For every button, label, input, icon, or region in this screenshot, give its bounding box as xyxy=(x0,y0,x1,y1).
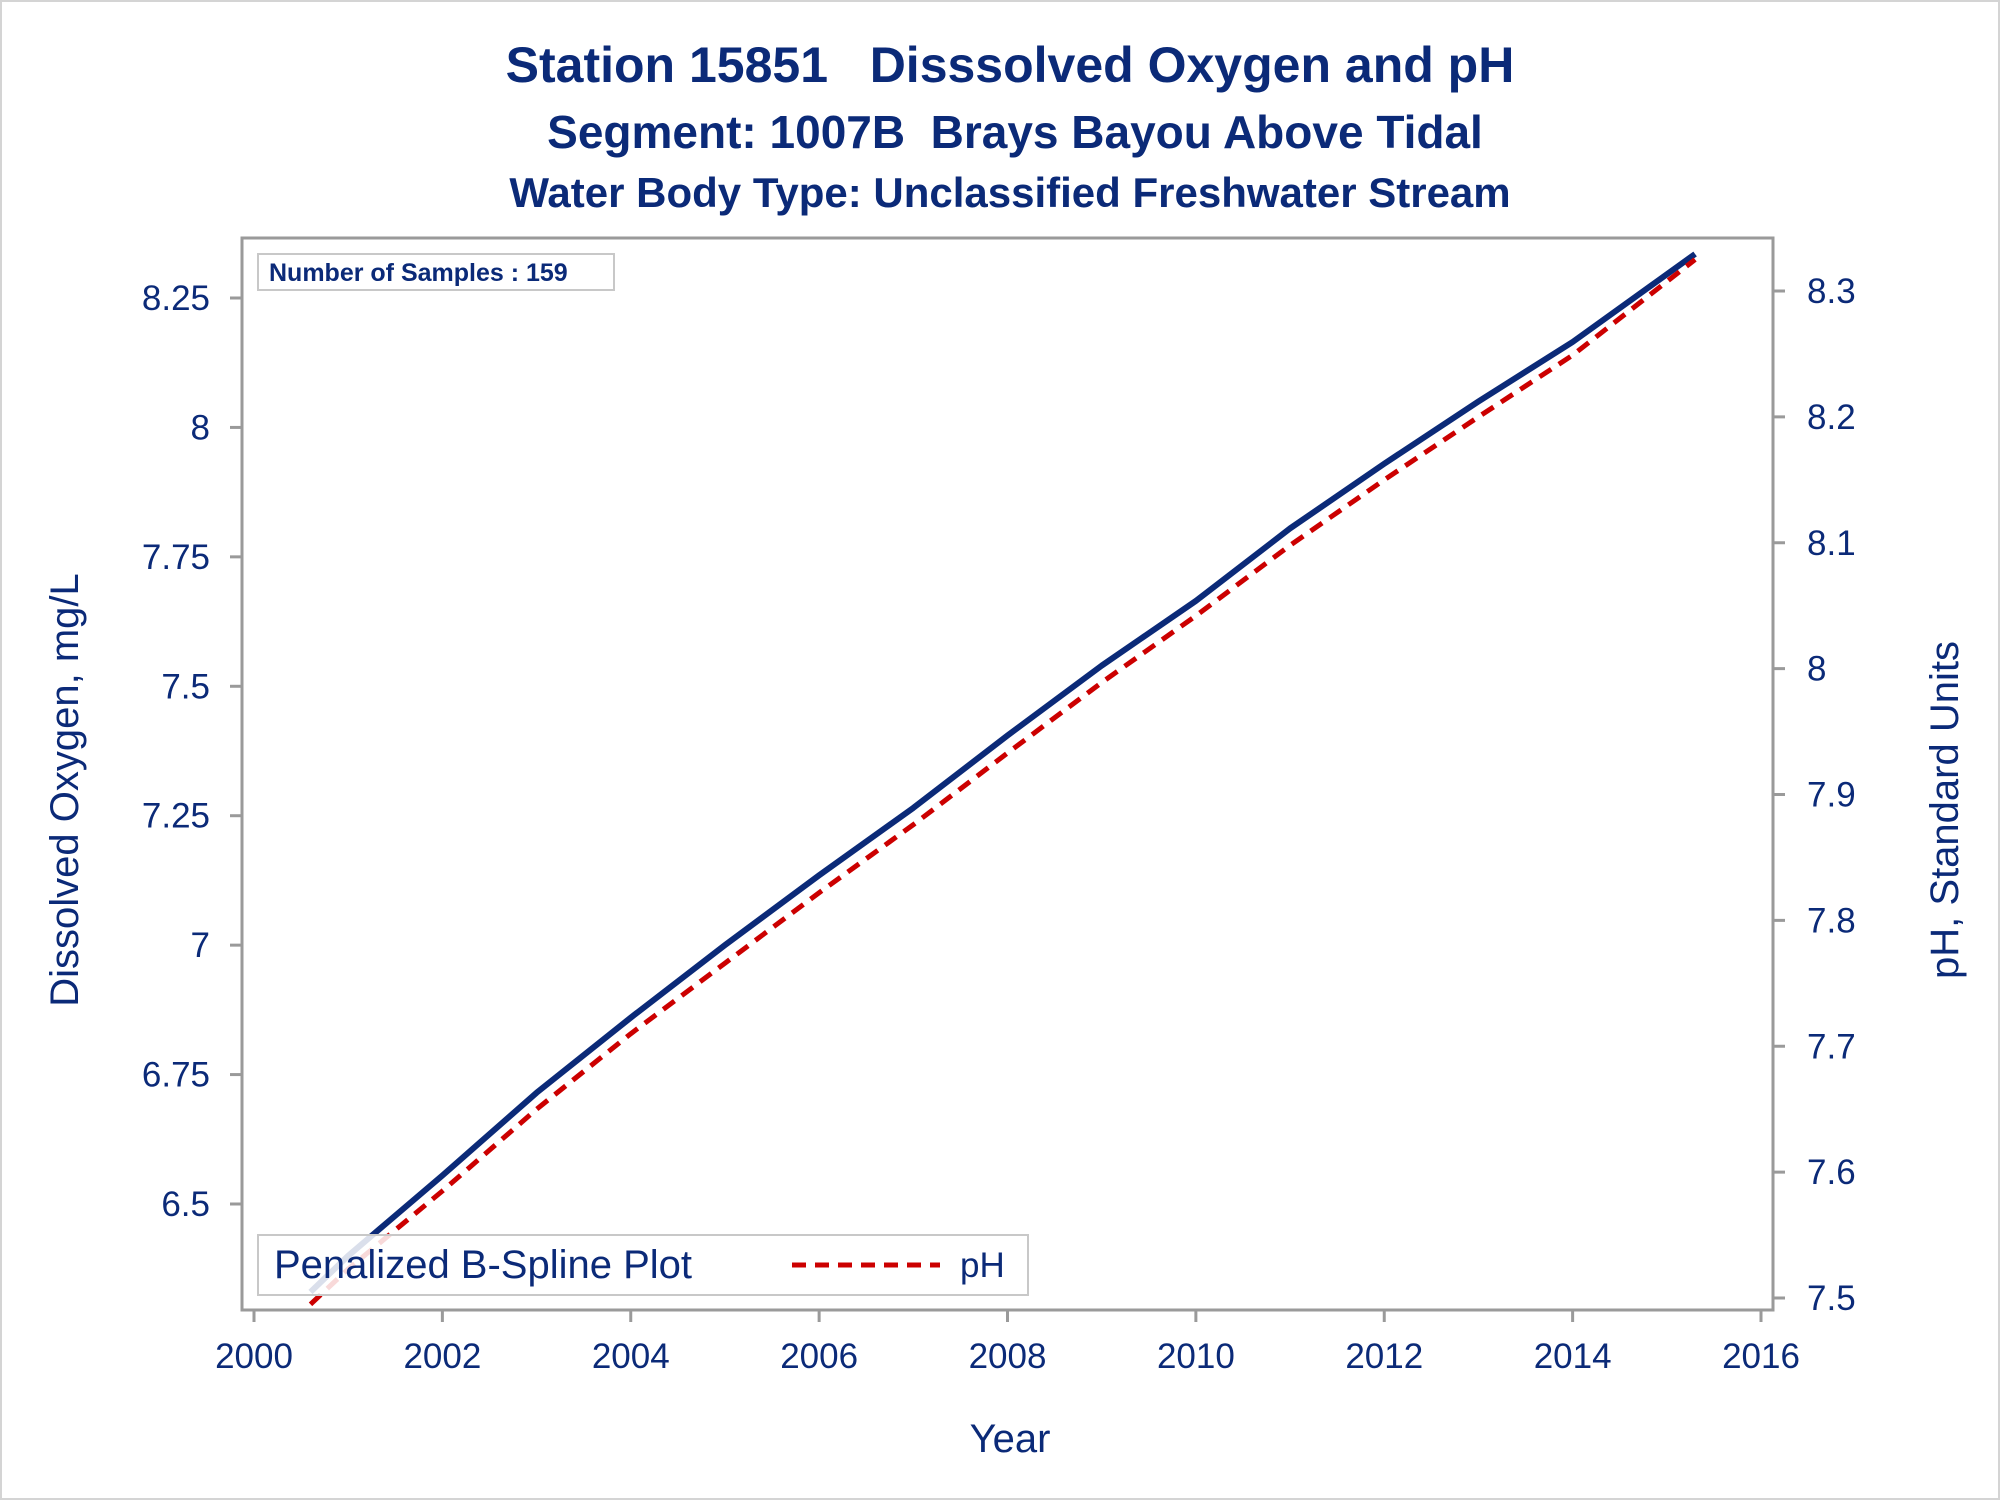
y-right-tick-label: 8.1 xyxy=(1807,524,1856,563)
x-tick-label: 2006 xyxy=(780,1337,858,1376)
chart-title: Station 15851 Disssolved Oxygen and pH xyxy=(506,37,1515,93)
y-right-tick-label: 8.2 xyxy=(1807,398,1856,437)
y-right-tick-label: 7.8 xyxy=(1807,901,1856,940)
y-right-tick-label: 8 xyxy=(1807,650,1826,689)
x-tick-label: 2014 xyxy=(1534,1337,1612,1376)
chart-subtitle-2: Water Body Type: Unclassified Freshwater… xyxy=(509,169,1510,216)
y-left-tick-label: 8.25 xyxy=(142,279,210,318)
y-left-tick-label: 6.75 xyxy=(142,1056,210,1095)
y-left-tick-label: 6.5 xyxy=(161,1185,210,1224)
y-right-tick-label: 7.6 xyxy=(1807,1153,1856,1192)
y-left-tick-label: 7 xyxy=(191,926,210,965)
x-tick-label: 2002 xyxy=(403,1337,481,1376)
x-tick-label: 2010 xyxy=(1157,1337,1235,1376)
y-right-tick-label: 7.9 xyxy=(1807,776,1856,815)
x-tick-label: 2016 xyxy=(1722,1337,1800,1376)
y-axis-right-label: pH, Standard Units xyxy=(1923,641,1967,979)
dissolved-oxygen-series-line xyxy=(308,251,1697,1295)
y-left-tick-label: 7.75 xyxy=(142,538,210,577)
y-left-tick-label: 7.25 xyxy=(142,797,210,836)
x-axis: 2000 2002 2004 2006 2008 2010 2012 2014 2016 xyxy=(215,1310,1800,1376)
y-axis-left: 6.5 6.75 7 7.25 7.5 7.75 8 8.25 xyxy=(142,279,242,1224)
x-tick-label: 2000 xyxy=(215,1337,293,1376)
y-right-tick-label: 8.3 xyxy=(1807,272,1856,311)
y-axis-left-label: Dissolved Oxygen, mg/L xyxy=(43,573,87,1007)
sample-count-annotation: Number of Samples : 159 xyxy=(269,259,568,287)
series-layer xyxy=(308,251,1697,1307)
y-axis-right: 7.5 7.6 7.7 7.8 7.9 8 8.1 8.2 8.3 xyxy=(1773,272,1856,1318)
legend-box xyxy=(257,1234,1029,1296)
y-right-tick-label: 7.7 xyxy=(1807,1027,1856,1066)
x-tick-label: 2004 xyxy=(592,1337,670,1376)
x-tick-label: 2012 xyxy=(1345,1337,1423,1376)
y-left-tick-label: 8 xyxy=(191,408,210,447)
y-left-tick-label: 7.5 xyxy=(161,667,210,706)
ph-series-line xyxy=(308,257,1697,1307)
legend-title: Penalized B-Spline Plot xyxy=(274,1243,692,1287)
x-tick-label: 2008 xyxy=(969,1337,1047,1376)
x-axis-label: Year xyxy=(970,1417,1051,1461)
chart-subtitle: Segment: 1007B Brays Bayou Above Tidal xyxy=(547,106,1483,158)
sample-count-box xyxy=(257,253,615,291)
y-right-tick-label: 7.5 xyxy=(1807,1279,1856,1318)
legend-label-ph: pH xyxy=(960,1246,1005,1285)
